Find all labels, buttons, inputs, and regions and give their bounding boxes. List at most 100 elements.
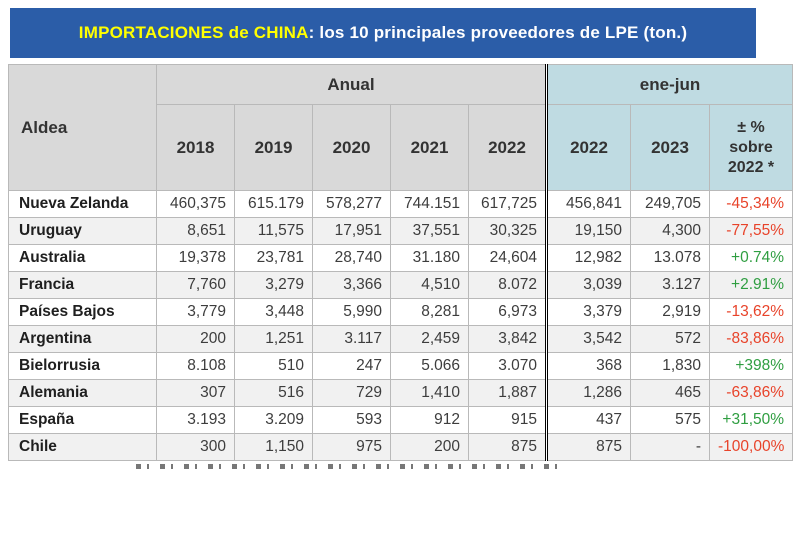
value-cell: 3,039 bbox=[545, 271, 631, 299]
value-cell: 729 bbox=[312, 379, 391, 407]
value-cell: 1,251 bbox=[234, 325, 313, 353]
annual-year-col-2020: 2020 bbox=[312, 104, 391, 191]
value-cell: 912 bbox=[390, 406, 469, 434]
value-cell: 875 bbox=[468, 433, 547, 461]
value-cell: 249,705 bbox=[630, 190, 710, 218]
year-header-row: 2018 2019 2020 2021 2022 2022 2023 ± % s… bbox=[9, 104, 794, 191]
country-cell: Nueva Zelanda bbox=[8, 190, 157, 218]
value-cell: 28,740 bbox=[312, 244, 391, 272]
table-row: Argentina 200 1,251 3.117 2,459 3,842 3,542 572… bbox=[8, 325, 794, 353]
value-cell: 3.070 bbox=[468, 352, 547, 380]
value-cell: 368 bbox=[545, 352, 631, 380]
table-row: España 3.193 3.209 593 912 915 437 575 +31,50% bbox=[8, 406, 794, 434]
table-row: Alemania 307 516 729 1,410 1,887 1,286 465 -63,8… bbox=[8, 379, 794, 407]
value-cell: 437 bbox=[545, 406, 631, 434]
value-cell: 6,973 bbox=[468, 298, 547, 326]
value-cell: - bbox=[630, 433, 710, 461]
country-cell: Chile bbox=[8, 433, 157, 461]
value-cell: 1,410 bbox=[390, 379, 469, 407]
country-cell: Bielorrusia bbox=[8, 352, 157, 380]
pct-change-cell: -13,62% bbox=[708, 298, 794, 326]
group-header-row: Aldea Anual ene-jun bbox=[8, 64, 794, 191]
annual-year-col-2021: 2021 bbox=[390, 104, 469, 191]
value-cell: 593 bbox=[312, 406, 391, 434]
group-header-enejun: ene-jun bbox=[544, 64, 794, 105]
enejun-col-2022: 2022 bbox=[545, 104, 631, 191]
annual-year-col-2018: 2018 bbox=[156, 104, 235, 191]
table-row: Francia 7,760 3,279 3,366 4,510 8.072 3,039 3.1… bbox=[8, 271, 794, 299]
pct-change-cell: -100,00% bbox=[708, 433, 794, 461]
annual-year-col-2019: 2019 bbox=[234, 104, 313, 191]
imports-table: Aldea Anual ene-jun 2018 2019 2020 2021 … bbox=[8, 64, 794, 461]
value-cell: 8,281 bbox=[390, 298, 469, 326]
value-cell: 617,725 bbox=[468, 190, 547, 218]
value-cell: 875 bbox=[545, 433, 631, 461]
value-cell: 247 bbox=[312, 352, 391, 380]
value-cell: 31.180 bbox=[390, 244, 469, 272]
value-cell: 975 bbox=[312, 433, 391, 461]
country-cell: Países Bajos bbox=[8, 298, 157, 326]
col-header-aldea: Aldea bbox=[8, 64, 157, 191]
value-cell: 19,378 bbox=[156, 244, 235, 272]
pct-change-cell: +398% bbox=[708, 352, 794, 380]
enejun-col-2023: 2023 bbox=[630, 104, 710, 191]
value-cell: 3,842 bbox=[468, 325, 547, 353]
value-cell: 7,760 bbox=[156, 271, 235, 299]
pct-change-cell: +31,50% bbox=[708, 406, 794, 434]
pct-change-cell: +2.91% bbox=[708, 271, 794, 299]
title-highlight: IMPORTACIONES de CHINA bbox=[78, 23, 309, 42]
value-cell: 3.193 bbox=[156, 406, 235, 434]
value-cell: 2,459 bbox=[390, 325, 469, 353]
value-cell: 8.108 bbox=[156, 352, 235, 380]
country-cell: España bbox=[8, 406, 157, 434]
value-cell: 3.117 bbox=[312, 325, 391, 353]
value-cell: 915 bbox=[468, 406, 547, 434]
value-cell: 456,841 bbox=[545, 190, 631, 218]
value-cell: 3,379 bbox=[545, 298, 631, 326]
value-cell: 30,325 bbox=[468, 217, 547, 245]
pct-change-cell: -77,55% bbox=[708, 217, 794, 245]
value-cell: 19,150 bbox=[545, 217, 631, 245]
value-cell: 2,919 bbox=[630, 298, 710, 326]
value-cell: 510 bbox=[234, 352, 313, 380]
title-bar: IMPORTACIONES de CHINA: los 10 principal… bbox=[10, 8, 756, 58]
clipped-footnote bbox=[136, 464, 566, 469]
value-cell: 8,651 bbox=[156, 217, 235, 245]
value-cell: 3,542 bbox=[545, 325, 631, 353]
value-cell: 12,982 bbox=[545, 244, 631, 272]
value-cell: 200 bbox=[156, 325, 235, 353]
value-cell: 4,300 bbox=[630, 217, 710, 245]
enejun-col-pct-change: ± % sobre 2022 * bbox=[708, 104, 794, 191]
value-cell: 3,279 bbox=[234, 271, 313, 299]
table-row: Uruguay 8,651 11,575 17,951 37,551 30,325 19,1… bbox=[8, 217, 794, 245]
table-row: Nueva Zelanda 460,375 615.179 578,277 744.15… bbox=[8, 190, 794, 218]
value-cell: 4,510 bbox=[390, 271, 469, 299]
value-cell: 5.066 bbox=[390, 352, 469, 380]
value-cell: 3.209 bbox=[234, 406, 313, 434]
pct-change-cell: -45,34% bbox=[708, 190, 794, 218]
value-cell: 3,448 bbox=[234, 298, 313, 326]
title-subtitle: : los 10 principales proveedores de LPE … bbox=[308, 23, 688, 42]
value-cell: 575 bbox=[630, 406, 710, 434]
table-body: Nueva Zelanda 460,375 615.179 578,277 744.15… bbox=[8, 190, 794, 461]
value-cell: 3,779 bbox=[156, 298, 235, 326]
country-cell: Alemania bbox=[8, 379, 157, 407]
table-row: Bielorrusia 8.108 510 247 5.066 3.070 368 1,830… bbox=[8, 352, 794, 380]
table-row: Países Bajos 3,779 3,448 5,990 8,281 6,973 3,3… bbox=[8, 298, 794, 326]
value-cell: 13.078 bbox=[630, 244, 710, 272]
table-row: Chile 300 1,150 975 200 875 875- -100,00% bbox=[8, 433, 794, 461]
country-cell: Argentina bbox=[8, 325, 157, 353]
value-cell: 11,575 bbox=[234, 217, 313, 245]
table-row: Australia 19,378 23,781 28,740 31.180 24,604 1… bbox=[8, 244, 794, 272]
annual-year-col-2022: 2022 bbox=[468, 104, 547, 191]
value-cell: 200 bbox=[390, 433, 469, 461]
value-cell: 516 bbox=[234, 379, 313, 407]
value-cell: 23,781 bbox=[234, 244, 313, 272]
value-cell: 307 bbox=[156, 379, 235, 407]
value-cell: 1,830 bbox=[630, 352, 710, 380]
country-cell: Australia bbox=[8, 244, 157, 272]
pct-change-cell: -83,86% bbox=[708, 325, 794, 353]
pct-change-cell: +0.74% bbox=[708, 244, 794, 272]
value-cell: 8.072 bbox=[468, 271, 547, 299]
